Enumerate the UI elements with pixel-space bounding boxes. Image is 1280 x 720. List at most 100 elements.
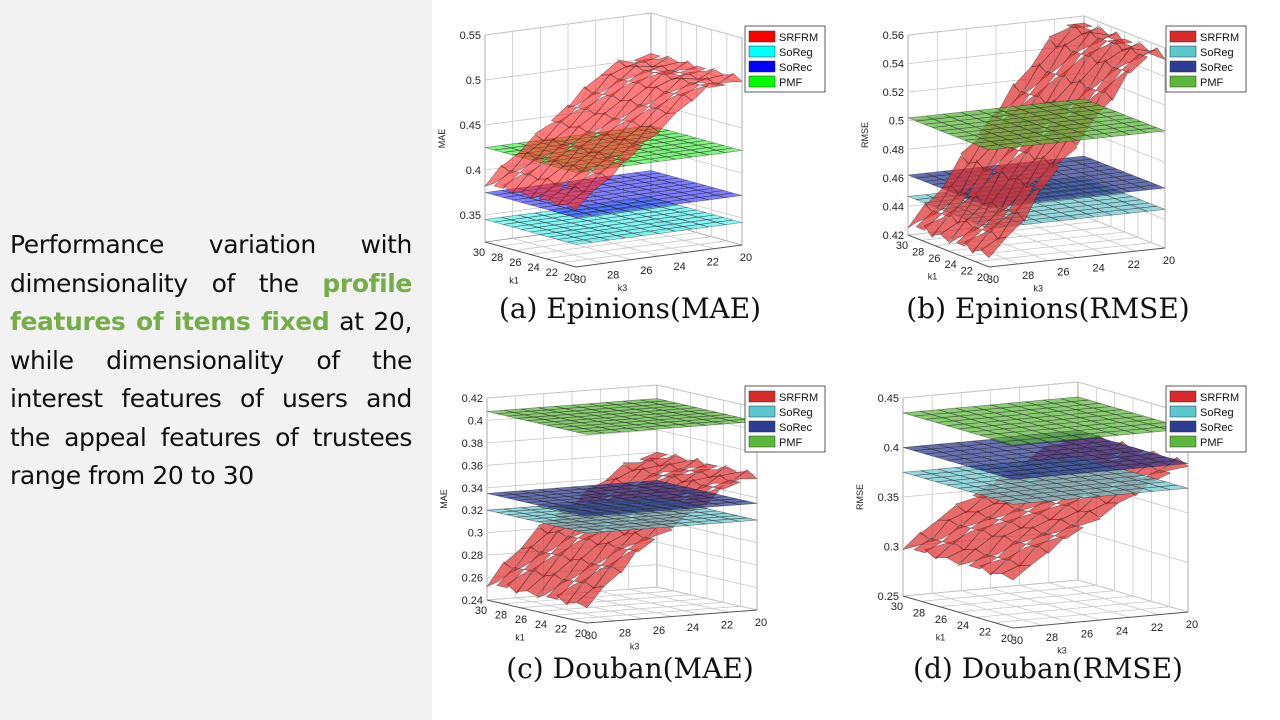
surface-srfrm bbox=[484, 53, 743, 211]
k1-ticks: 30 28 26 24 22 20 bbox=[473, 247, 576, 284]
chart-caption: (b) Epinions(RMSE) bbox=[906, 292, 1190, 325]
legend-swatch bbox=[1169, 45, 1197, 58]
legend-label: SRFRM bbox=[1200, 32, 1239, 44]
description-highlight: profile features of items fixed bbox=[10, 268, 412, 337]
surface-cell bbox=[712, 479, 741, 490]
y-tick-label: 0.25 bbox=[878, 591, 899, 603]
k3-tick-label: 26 bbox=[640, 265, 652, 277]
surface-cell bbox=[729, 469, 758, 484]
k3-tick-label: 24 bbox=[673, 261, 685, 273]
k3-ticks: 30 28 26 24 22 20 bbox=[574, 252, 752, 286]
k1-tick-label: 22 bbox=[546, 267, 558, 279]
surface-soreg bbox=[484, 197, 743, 245]
k1-tick-label: 24 bbox=[527, 262, 539, 274]
surface-cell bbox=[1071, 509, 1102, 528]
y-tick-label: 0.4 bbox=[466, 165, 481, 177]
k3-tick-label: 26 bbox=[1081, 629, 1093, 641]
description-part: at 20, while dimensionality of the inter… bbox=[10, 307, 412, 490]
legend-swatch bbox=[748, 390, 776, 403]
grid-line bbox=[907, 15, 1166, 49]
k3-tick-label: 30 bbox=[585, 630, 597, 642]
y-tick-label: 0.34 bbox=[462, 483, 483, 495]
k1-tick-label: 24 bbox=[957, 620, 969, 632]
surface-cell bbox=[729, 500, 758, 506]
y-tick-label: 0.3 bbox=[884, 542, 899, 554]
legend-label: PMF bbox=[779, 437, 803, 449]
legend-label: SoRec bbox=[779, 422, 813, 434]
y-tick-label: 0.5 bbox=[889, 116, 904, 128]
floor-grid-line bbox=[1054, 218, 1136, 252]
y-tick-label: 0.24 bbox=[462, 595, 483, 607]
y-tick-label: 0.52 bbox=[883, 87, 904, 99]
chart-douban-mae: 0.24 0.26 0.28 0.3 0.32 0.34 0.36 0.38 0.4 0.42 30… bbox=[430, 378, 830, 698]
surface-cell bbox=[627, 536, 656, 553]
floor-grid-line bbox=[553, 601, 724, 616]
surface-cell bbox=[689, 463, 718, 474]
chart-caption: (d) Douban(RMSE) bbox=[913, 652, 1183, 685]
k1-axis-label: k1 bbox=[936, 632, 946, 642]
surface-cell bbox=[1159, 459, 1189, 466]
y-tick-label: 0.35 bbox=[878, 492, 899, 504]
k1-tick-label: 22 bbox=[961, 266, 973, 278]
k1-tick-label: 30 bbox=[891, 601, 903, 613]
k1-tick-label: 30 bbox=[475, 605, 487, 617]
k3-tick-label: 30 bbox=[574, 274, 586, 286]
y-tick-label: 0.26 bbox=[462, 573, 483, 585]
k3-tick-label: 30 bbox=[987, 274, 999, 286]
chart-epinions-mae: 0.35 0.4 0.45 0.5 0.55 30 28 26 24 22 20 30 28 26 24 22… bbox=[430, 12, 830, 340]
k1-tick-label: 22 bbox=[979, 627, 991, 639]
k3-tick-label: 24 bbox=[687, 622, 699, 634]
legend-label: SoReg bbox=[779, 47, 813, 59]
k1-tick-label: 30 bbox=[896, 240, 908, 252]
legend-label: SRFRM bbox=[1200, 392, 1239, 404]
k1-tick-label: 28 bbox=[491, 252, 503, 264]
surface-cell bbox=[1139, 127, 1166, 134]
k1-tick-label: 20 bbox=[1001, 633, 1013, 645]
legend-swatch bbox=[1169, 420, 1197, 433]
legend-swatch bbox=[1169, 75, 1197, 88]
surface-cell bbox=[642, 55, 670, 69]
front-axes bbox=[902, 595, 1189, 629]
y-ticks: 0.42 0.44 0.46 0.48 0.5 0.52 0.54 0.56 bbox=[883, 30, 904, 242]
k1-tick-label: 28 bbox=[912, 246, 924, 258]
surface-cell bbox=[649, 453, 678, 468]
front-axes bbox=[484, 241, 743, 268]
chart-epinions-rmse: 0.42 0.44 0.46 0.48 0.5 0.52 0.54 0.56 30 28 26 24 2… bbox=[848, 15, 1248, 340]
surface-cell bbox=[633, 53, 662, 64]
legend-swatch bbox=[1169, 30, 1197, 43]
legend-swatch bbox=[748, 45, 776, 58]
grid-line bbox=[484, 12, 743, 39]
surface-cell bbox=[688, 68, 715, 81]
k1-tick-label: 22 bbox=[555, 623, 567, 635]
legend-label: SoRec bbox=[1200, 422, 1234, 434]
grid-line bbox=[902, 381, 1189, 415]
surface-cell bbox=[1159, 484, 1189, 491]
k3-axis-label: k3 bbox=[630, 641, 640, 651]
legend-swatch bbox=[1169, 390, 1197, 403]
surface-pmf bbox=[902, 396, 1189, 446]
floor-grid-line bbox=[628, 588, 729, 613]
k3-ticks: 30 28 26 24 22 20 bbox=[585, 617, 767, 642]
k1-tick-label: 24 bbox=[944, 259, 956, 271]
k3-tick-label: 28 bbox=[607, 270, 619, 282]
k3-tick-label: 24 bbox=[1116, 625, 1128, 637]
k3-tick-label: 28 bbox=[619, 627, 631, 639]
left-panel: Performance variation with dimensionalit… bbox=[0, 0, 432, 720]
legend-label: SoRec bbox=[779, 62, 813, 74]
y-tick-label: 0.56 bbox=[883, 30, 904, 42]
k1-tick-label: 20 bbox=[564, 272, 576, 284]
surface-cell bbox=[678, 65, 707, 76]
surface-cell bbox=[616, 142, 643, 162]
surface-cell bbox=[1033, 162, 1060, 191]
k1-tick-label: 26 bbox=[935, 614, 947, 626]
surface-cell bbox=[716, 147, 743, 154]
legend-swatch bbox=[1169, 405, 1197, 418]
surface-cell bbox=[1073, 23, 1101, 37]
k3-tick-label: 20 bbox=[1163, 255, 1175, 267]
floor-grid-line bbox=[994, 606, 1170, 624]
k3-axis-label: k3 bbox=[618, 283, 628, 293]
surface-cell bbox=[716, 219, 743, 226]
k3-tick-label: 24 bbox=[1092, 263, 1104, 275]
chart-caption: (a) Epinions(MAE) bbox=[498, 292, 762, 325]
y-ticks: 0.25 0.3 0.35 0.4 0.45 bbox=[878, 393, 899, 603]
